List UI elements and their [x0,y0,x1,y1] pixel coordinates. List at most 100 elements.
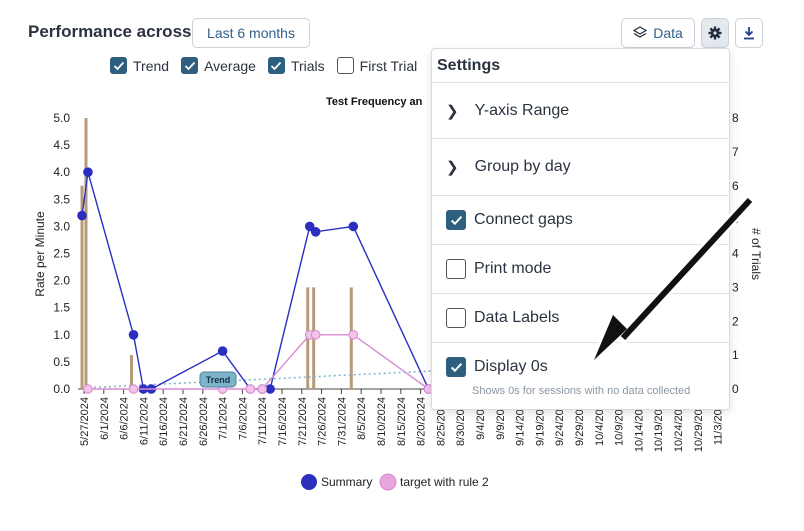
toggle-first-trial[interactable]: First Trial [336,57,418,74]
data-button[interactable]: Data [621,18,695,48]
y-tick-label: 5.0 [53,111,70,125]
check-icon [271,61,282,70]
y2-axis-title: # of Trials [749,228,763,280]
trials-bar [80,185,84,389]
summary-point [77,210,87,221]
y-tick-label: 1.5 [53,301,70,315]
x-tick-label: 6/16/2024 [158,397,170,446]
summary-point [265,384,275,394]
settings-button[interactable] [701,18,729,48]
connect-gaps-label: Connect gaps [474,211,573,228]
y2-tick-label: 5 [732,213,739,227]
y-tick-label: 0.5 [53,355,70,369]
trend-label: Trend [133,57,170,74]
trend-tag [199,371,237,388]
y-axis-range-label: Y-axis Range [474,101,570,119]
y2-tick-label: 4 [732,247,739,261]
y-tick-label: 2.0 [53,274,70,288]
summary-point [310,227,321,237]
average-checkbox[interactable] [181,57,199,74]
y-tick-label: 4.5 [53,138,70,152]
print-mode-checkbox[interactable] [446,259,466,279]
x-tick-label: 7/21/2024 [297,397,309,446]
display-zeros-hint: Shows 0s for sessions with no data colle… [472,385,691,397]
y-axis-range-row[interactable]: ❯ Y-axis Range [432,83,729,139]
connect-gaps-row[interactable]: Connect gaps [432,196,729,245]
toggle-trials[interactable]: Trials [267,57,325,74]
first-trial-label: First Trial [359,57,418,74]
target-rule-point [245,384,256,394]
target-rule-point [83,384,93,394]
x-tick-label: 10/14/2024 [633,397,645,452]
summary-point [128,330,139,340]
x-tick-label: 6/6/2024 [119,397,131,440]
group-by-day-label: Group by day [474,158,571,175]
y2-tick-label: 3 [732,280,739,294]
print-mode-row[interactable]: Print mode [432,245,729,294]
target-rule-point [128,384,139,394]
chevron-right-icon: ❯ [446,159,459,176]
x-tick-label: 5/27/2024 [79,397,91,446]
display-zeros-checkbox[interactable] [446,357,466,377]
trials-label: Trials [290,57,325,74]
x-tick-label: 6/11/2024 [138,397,150,445]
data-labels-row[interactable]: Data Labels [432,294,729,343]
x-tick-label: 10/24/2024 [673,397,685,452]
y-tick-label: 4.0 [53,165,70,179]
trials-bar [84,118,88,389]
legend-target-swatch [379,473,397,491]
check-icon [450,362,462,372]
x-tick-label: 6/21/2024 [178,397,190,446]
page-title: Performance across [28,22,192,41]
trials-checkbox[interactable] [267,57,285,74]
y-tick-label: 1.0 [53,328,70,342]
legend-summary-swatch [301,474,317,490]
x-tick-label: 8/20/2024 [416,397,428,446]
first-trial-checkbox[interactable] [336,57,354,74]
download-button[interactable] [735,18,763,48]
download-icon [744,27,754,40]
display-zeros-label: Display 0s [474,358,548,375]
x-tick-label: 7/11/2024 [257,397,269,445]
legend-target-label: target with rule 2 [400,475,489,489]
summary-point [304,221,315,232]
chevron-right-icon: ❯ [446,102,459,120]
data-button-label: Data [653,25,683,41]
data-labels-checkbox[interactable] [446,308,466,328]
x-tick-label: 7/31/2024 [336,397,348,446]
summary-point [83,167,93,177]
chart-title: Test Frequency an [326,96,423,108]
display-zeros-row[interactable]: Display 0s Shows 0s for sessions with no… [432,343,729,409]
x-tick-label: 10/19/2024 [653,397,665,452]
x-tick-label: 7/26/2024 [317,397,329,446]
summary-point [217,346,228,356]
x-tick-label: 8/15/2024 [396,397,408,446]
y-tick-label: 2.5 [53,247,70,261]
y2-tick-label: 1 [732,348,739,362]
trend-checkbox[interactable] [110,57,127,74]
connect-gaps-checkbox[interactable] [446,210,466,230]
y-tick-label: 3.5 [53,192,70,206]
toggle-trend[interactable]: Trend [110,57,169,74]
y2-tick-label: 0 [732,382,739,396]
date-range-button[interactable]: Last 6 months [192,18,310,48]
x-tick-label: 6/26/2024 [198,397,210,446]
x-tick-label: 8/5/2024 [356,397,368,440]
y2-tick-label: 8 [732,111,739,125]
print-mode-label: Print mode [474,260,552,277]
check-icon [113,61,124,70]
group-by-day-row[interactable]: ❯ Group by day [432,139,729,196]
x-tick-label: 10/29/2024 [693,397,705,452]
series-toggle-bar: Trend Average Trials First Trial [110,57,417,74]
trend-tag-label: Trend [206,375,231,385]
toggle-average[interactable]: Average [181,57,256,74]
data-labels-label: Data Labels [474,309,560,326]
target-rule-point [348,330,359,340]
y-tick-label: 0.0 [53,382,70,396]
layers-icon [633,26,648,38]
y-tick-label: 3.0 [53,219,70,233]
check-icon [184,61,195,70]
gear-icon [708,26,722,40]
settings-title: Settings [432,49,729,83]
